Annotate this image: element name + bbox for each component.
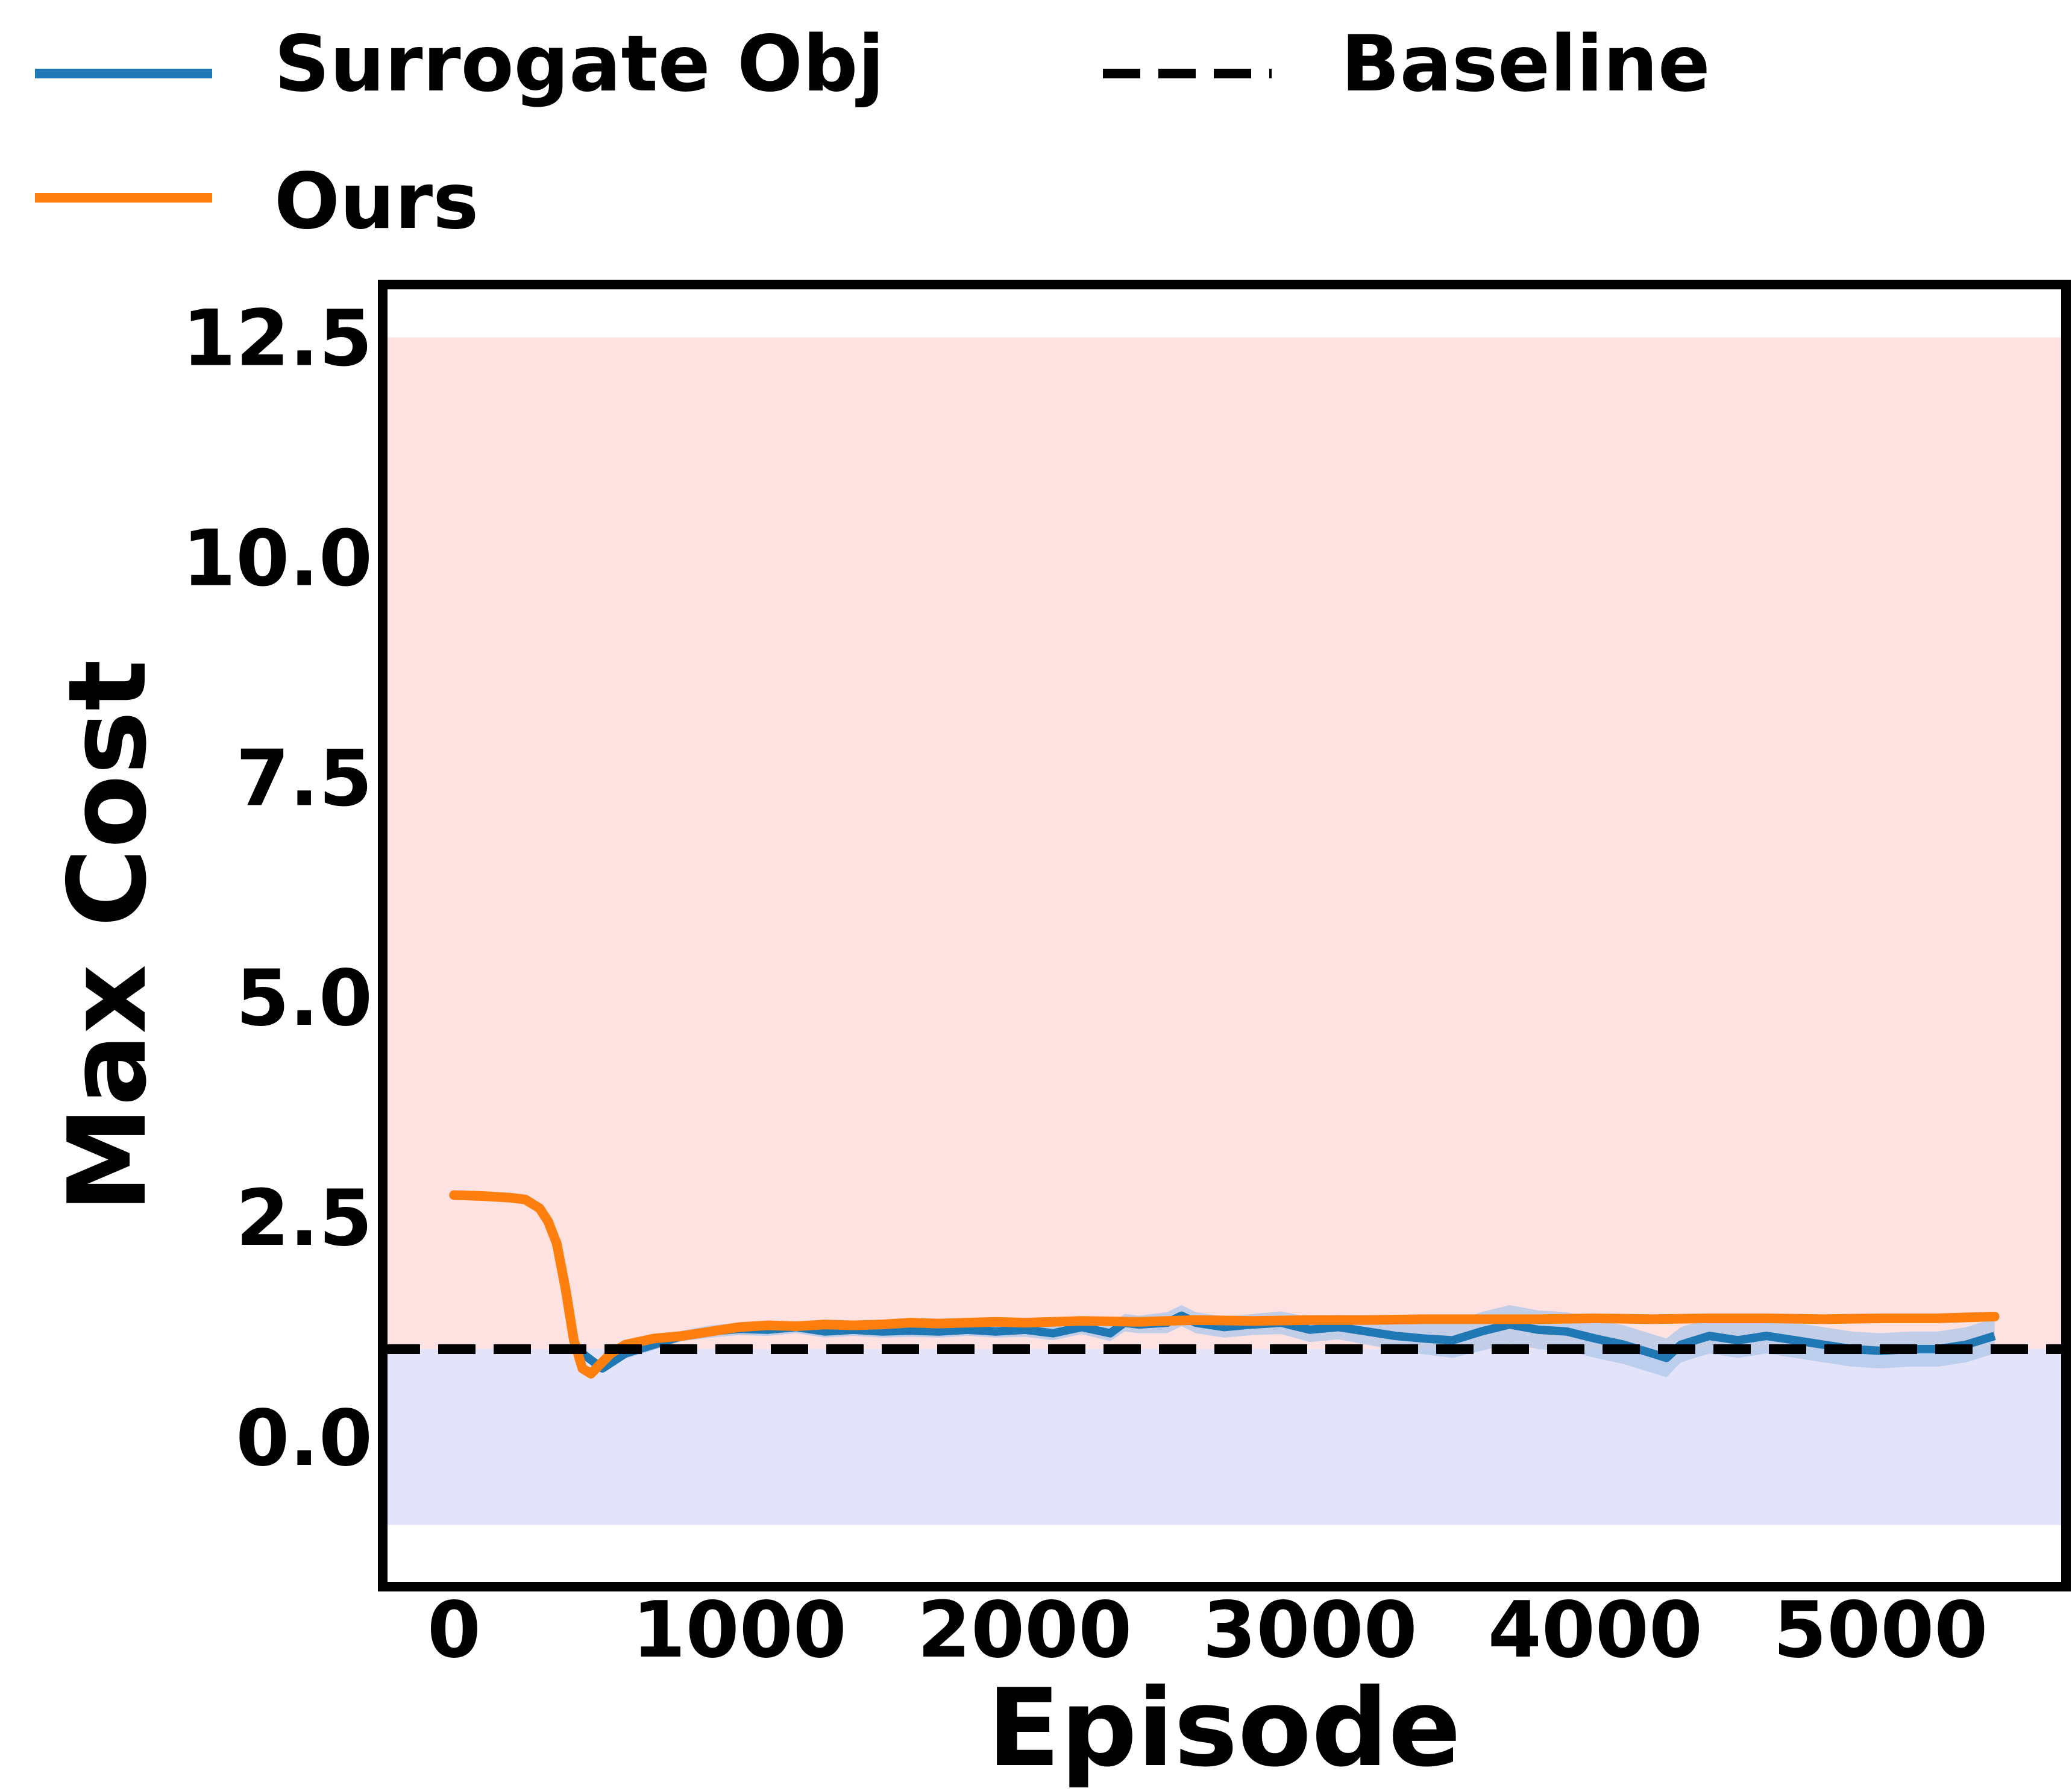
x-tick-label: 3000	[1202, 1585, 1417, 1675]
legend-label-baseline: Baseline	[1341, 19, 1710, 109]
x-tick-label: 0	[427, 1585, 481, 1675]
x-tick-label: 4000	[1488, 1585, 1703, 1675]
y-tick-label: 5.0	[236, 954, 372, 1043]
violation-region-band	[383, 337, 2066, 1349]
legend-item-ours: Ours	[35, 157, 479, 247]
plot-area	[383, 337, 2066, 1525]
x-tick-label: 5000	[1773, 1585, 1988, 1675]
legend-item-baseline: Baseline	[1103, 19, 1710, 109]
x-tick-label: 2000	[917, 1585, 1132, 1675]
x-axis-label: Episode	[987, 1666, 1461, 1790]
y-tick-label: 0.0	[236, 1394, 372, 1484]
x-tick-label: 1000	[632, 1585, 847, 1675]
y-tick-label: 12.5	[182, 294, 372, 384]
y-tick-label: 7.5	[236, 734, 372, 823]
ours-line	[449, 1190, 2000, 1379]
legend: Surrogate Obj Baseline Ours	[35, 19, 1710, 247]
legend-item-surrogate: Surrogate Obj	[35, 19, 884, 109]
axes-frame	[378, 280, 2071, 1591]
legend-label-ours: Ours	[274, 157, 479, 247]
y-tick-label: 2.5	[236, 1174, 372, 1264]
y-axis-label: Max Cost	[45, 659, 170, 1213]
y-tick-label: 10.0	[182, 514, 372, 603]
safe-region-band	[383, 1349, 2066, 1525]
surrogate-obj-confidence-band	[582, 1305, 1995, 1377]
legend-label-surrogate: Surrogate Obj	[274, 19, 884, 109]
x-axis-ticks: 0 1000 2000 3000 4000 5000	[427, 1585, 1988, 1675]
y-axis-ticks: 0.0 2.5 5.0 7.5 10.0 12.5	[182, 294, 372, 1484]
